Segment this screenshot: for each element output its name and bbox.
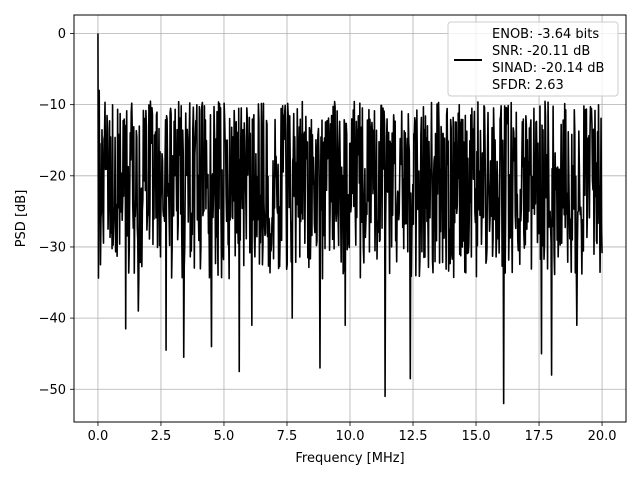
legend: ENOB: -3.64 bits SNR: -20.11 dB SINAD: -… xyxy=(447,21,619,97)
y-tick-label: 0 xyxy=(58,27,66,42)
x-axis-label: Frequency [MHz] xyxy=(295,451,404,466)
legend-entry-enob: ENOB: -3.64 bits xyxy=(492,27,599,42)
y-tick-label: −50 xyxy=(39,383,66,398)
x-tick-label: 7.5 xyxy=(277,429,298,444)
x-tick-label: 15.0 xyxy=(462,429,491,444)
y-tick-label: −20 xyxy=(39,169,66,184)
legend-box xyxy=(447,21,619,97)
x-tick-label: 12.5 xyxy=(399,429,428,444)
psd-series-line xyxy=(97,33,603,405)
y-axis-label: PSD [dB] xyxy=(14,190,29,248)
legend-entry-snr: SNR: -20.11 dB xyxy=(492,44,590,59)
x-tick-label: 5.0 xyxy=(214,429,235,444)
axis-ticks: 0.0 2.5 5.0 7.5 10.0 12.5 15.0 17.5 20.0 0 −10 −20 −… xyxy=(39,27,617,444)
x-tick-label: 20.0 xyxy=(588,429,617,444)
y-tick-label: −30 xyxy=(39,240,66,255)
x-tick-label: 0.0 xyxy=(88,429,109,444)
x-tick-label: 2.5 xyxy=(151,429,172,444)
legend-entry-sinad: SINAD: -20.14 dB xyxy=(492,61,604,76)
y-tick-label: −40 xyxy=(39,312,66,327)
x-tick-label: 17.5 xyxy=(525,429,554,444)
plot-area xyxy=(97,33,603,405)
legend-entry-sfdr: SFDR: 2.63 xyxy=(492,78,564,93)
x-tick-label: 10.0 xyxy=(336,429,365,444)
y-tick-label: −10 xyxy=(39,98,66,113)
